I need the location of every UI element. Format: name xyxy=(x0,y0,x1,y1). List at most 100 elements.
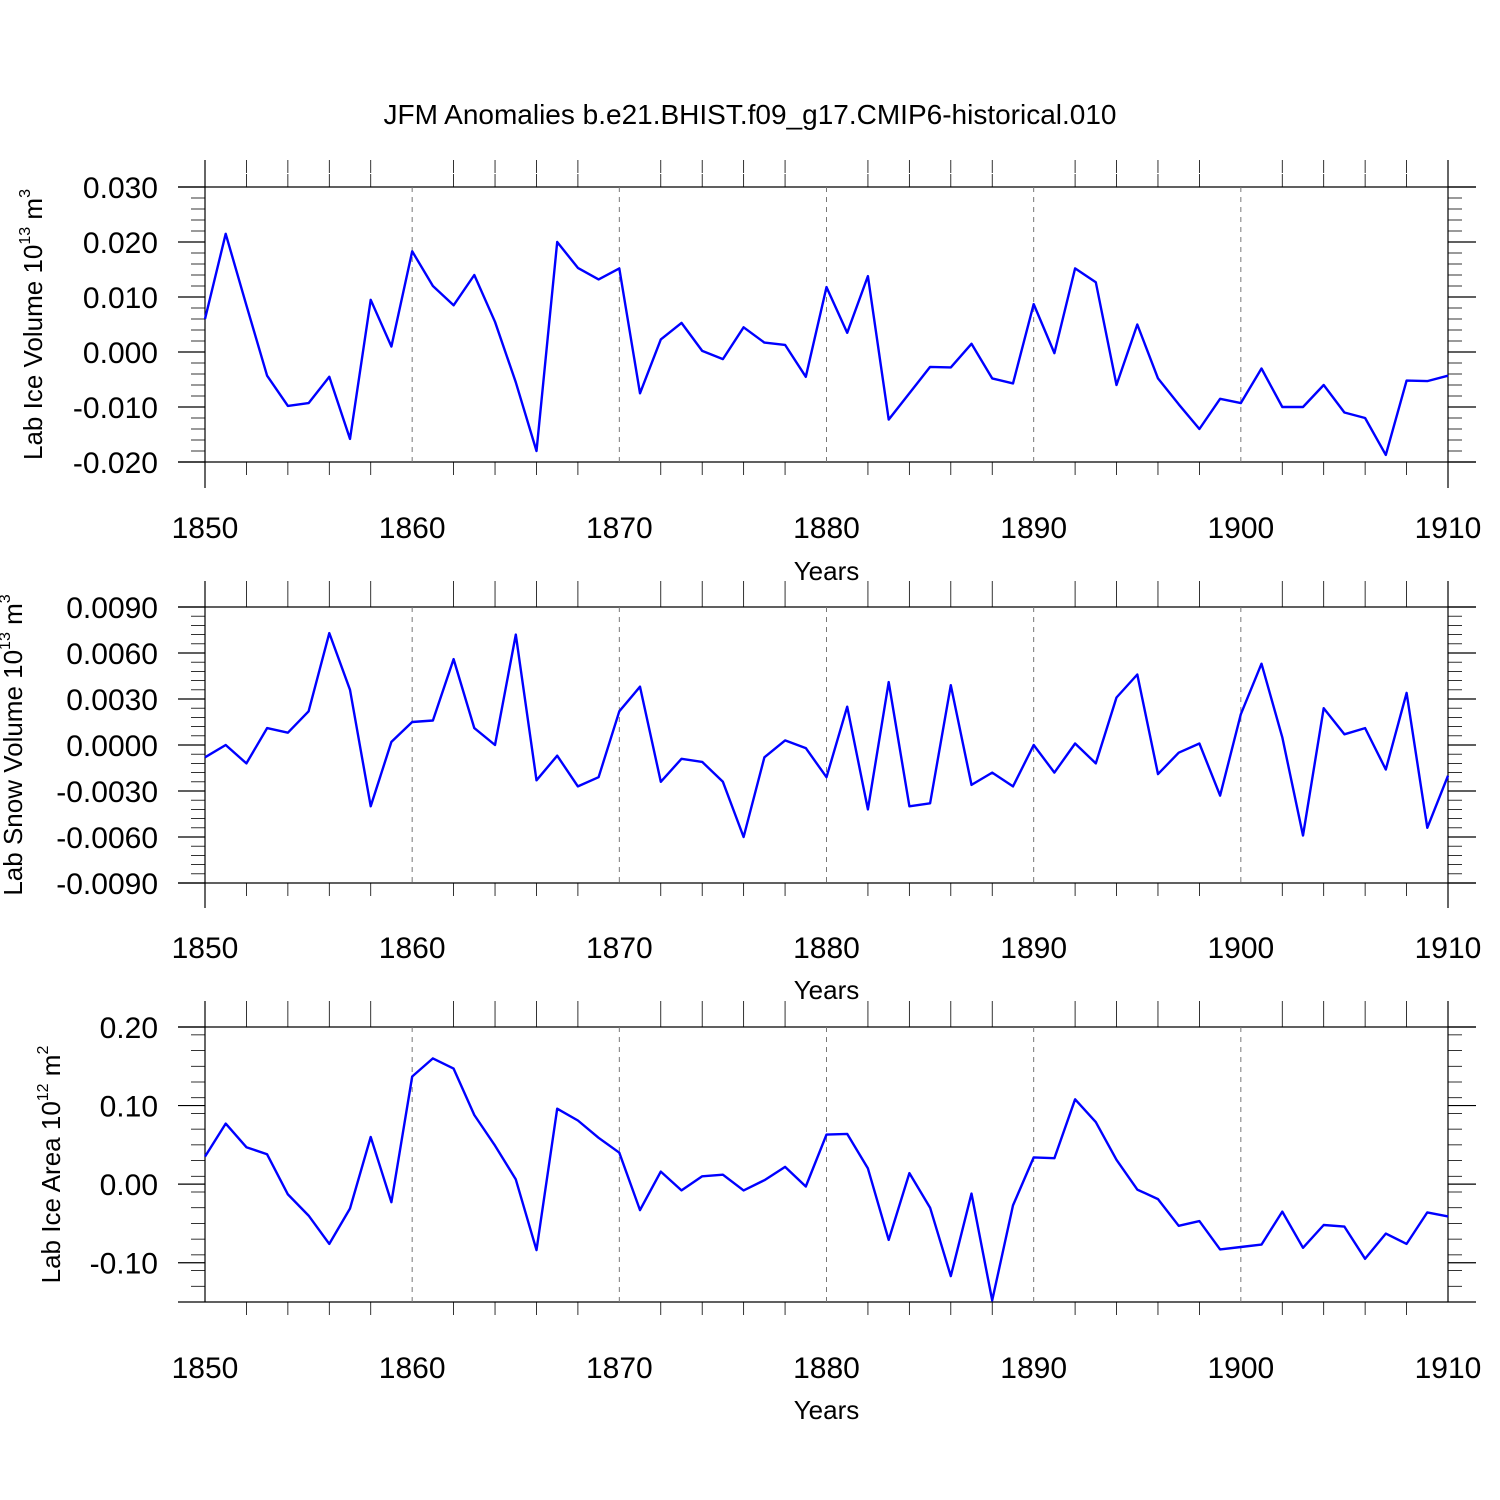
x-axis-title: Years xyxy=(794,556,860,586)
data-point xyxy=(887,681,889,683)
x-tick-label: 1860 xyxy=(379,512,446,545)
data-point xyxy=(887,418,889,420)
data-point xyxy=(1323,384,1325,386)
data-point xyxy=(1405,692,1407,694)
data-point xyxy=(556,755,558,757)
data-point xyxy=(618,1152,620,1154)
data-point xyxy=(908,392,910,394)
data-point xyxy=(1074,267,1076,269)
data-point xyxy=(411,721,413,723)
data-point xyxy=(950,684,952,686)
chart-panel-2: -0.0090 -0.0060 -0.0030 0.0000 0.0030 0.0060 0… xyxy=(0,581,1481,1005)
y-tick-label: 0.030 xyxy=(83,172,158,205)
y-tick-label: 0.0060 xyxy=(66,638,158,671)
data-point xyxy=(1343,411,1345,413)
data-point xyxy=(515,633,517,635)
data-point xyxy=(473,1114,475,1116)
data-point xyxy=(1240,713,1242,715)
data-point xyxy=(1136,673,1138,675)
data-point xyxy=(328,1243,330,1245)
data-point xyxy=(970,343,972,345)
data-point xyxy=(370,299,372,301)
y-tick-label: 0.010 xyxy=(83,282,158,315)
data-point xyxy=(1385,768,1387,770)
data-point xyxy=(1447,1215,1449,1217)
data-point xyxy=(722,1174,724,1176)
data-point xyxy=(784,739,786,741)
data-point xyxy=(1323,1224,1325,1226)
data-point xyxy=(1343,733,1345,735)
data-point xyxy=(1385,454,1387,456)
data-point xyxy=(1447,774,1449,776)
data-point xyxy=(328,376,330,378)
data-point xyxy=(1364,417,1366,419)
data-point xyxy=(597,776,599,778)
data-point xyxy=(1219,398,1221,400)
data-point xyxy=(1240,402,1242,404)
data-point xyxy=(1177,1225,1179,1227)
data-point xyxy=(432,285,434,287)
y-tick-label: 0.020 xyxy=(83,227,158,260)
y-tick-label: -0.0090 xyxy=(56,868,158,901)
data-point xyxy=(680,322,682,324)
x-tick-label: 1850 xyxy=(172,512,239,545)
x-tick-label: 1890 xyxy=(1000,512,1067,545)
data-point xyxy=(556,241,558,243)
data-point xyxy=(245,304,247,306)
data-point xyxy=(991,771,993,773)
data-point xyxy=(1260,367,1262,369)
data-point xyxy=(1323,707,1325,709)
x-tick-label: 1880 xyxy=(793,512,860,545)
chart-panel-1: -0.020 -0.010 0.000 0.010 0.020 0.030 1850 1860… xyxy=(17,160,1481,586)
data-point xyxy=(411,1075,413,1077)
panels: -0.020 -0.010 0.000 0.010 0.020 0.030 1850 1860… xyxy=(0,160,1481,1425)
data-point xyxy=(805,1185,807,1187)
data-point xyxy=(784,1166,786,1168)
data-point xyxy=(1364,727,1366,729)
y-tick-label: 0.00 xyxy=(100,1169,158,1202)
data-point xyxy=(1198,1220,1200,1222)
data-point xyxy=(722,781,724,783)
series-line-1 xyxy=(203,232,1449,457)
data-point xyxy=(307,710,309,712)
data-point xyxy=(1053,352,1055,354)
data-point xyxy=(970,1192,972,1194)
data-point xyxy=(349,689,351,691)
y-axis-title: Lab Ice Area 1012 m2 xyxy=(35,1046,66,1284)
data-point xyxy=(618,267,620,269)
data-point xyxy=(970,784,972,786)
data-point xyxy=(245,1146,247,1148)
data-point xyxy=(1385,1232,1387,1234)
data-point xyxy=(722,358,724,360)
x-tick-label: 1900 xyxy=(1207,512,1274,545)
data-point xyxy=(1426,1211,1428,1213)
x-tick-label: 1910 xyxy=(1415,932,1482,965)
data-point xyxy=(390,345,392,347)
data-point xyxy=(825,286,827,288)
data-point xyxy=(763,341,765,343)
x-tick-label: 1850 xyxy=(172,1352,239,1385)
data-point xyxy=(494,321,496,323)
x-tick-label: 1870 xyxy=(586,932,653,965)
data-point xyxy=(742,836,744,838)
data-point xyxy=(763,756,765,758)
data-point xyxy=(1157,377,1159,379)
data-point xyxy=(1426,827,1428,829)
data-point xyxy=(577,267,579,269)
data-point xyxy=(929,366,931,368)
y-tick-label: -0.0030 xyxy=(56,776,158,809)
data-point xyxy=(349,438,351,440)
data-point xyxy=(535,1249,537,1251)
x-tick-label: 1910 xyxy=(1415,512,1482,545)
data-point xyxy=(1157,1198,1159,1200)
x-tick-label: 1850 xyxy=(172,932,239,965)
data-point xyxy=(1032,303,1034,305)
chart-panel-3: -0.10 0.00 0.10 0.20 1850 1860 1870 1880 1890 190… xyxy=(35,1001,1481,1425)
y-tick-label: -0.0060 xyxy=(56,822,158,855)
y-tick-label: -0.010 xyxy=(73,392,158,425)
data-point xyxy=(597,1137,599,1139)
x-tick-label: 1900 xyxy=(1207,1352,1274,1385)
data-point xyxy=(908,805,910,807)
data-point xyxy=(1074,742,1076,744)
data-point xyxy=(1115,384,1117,386)
